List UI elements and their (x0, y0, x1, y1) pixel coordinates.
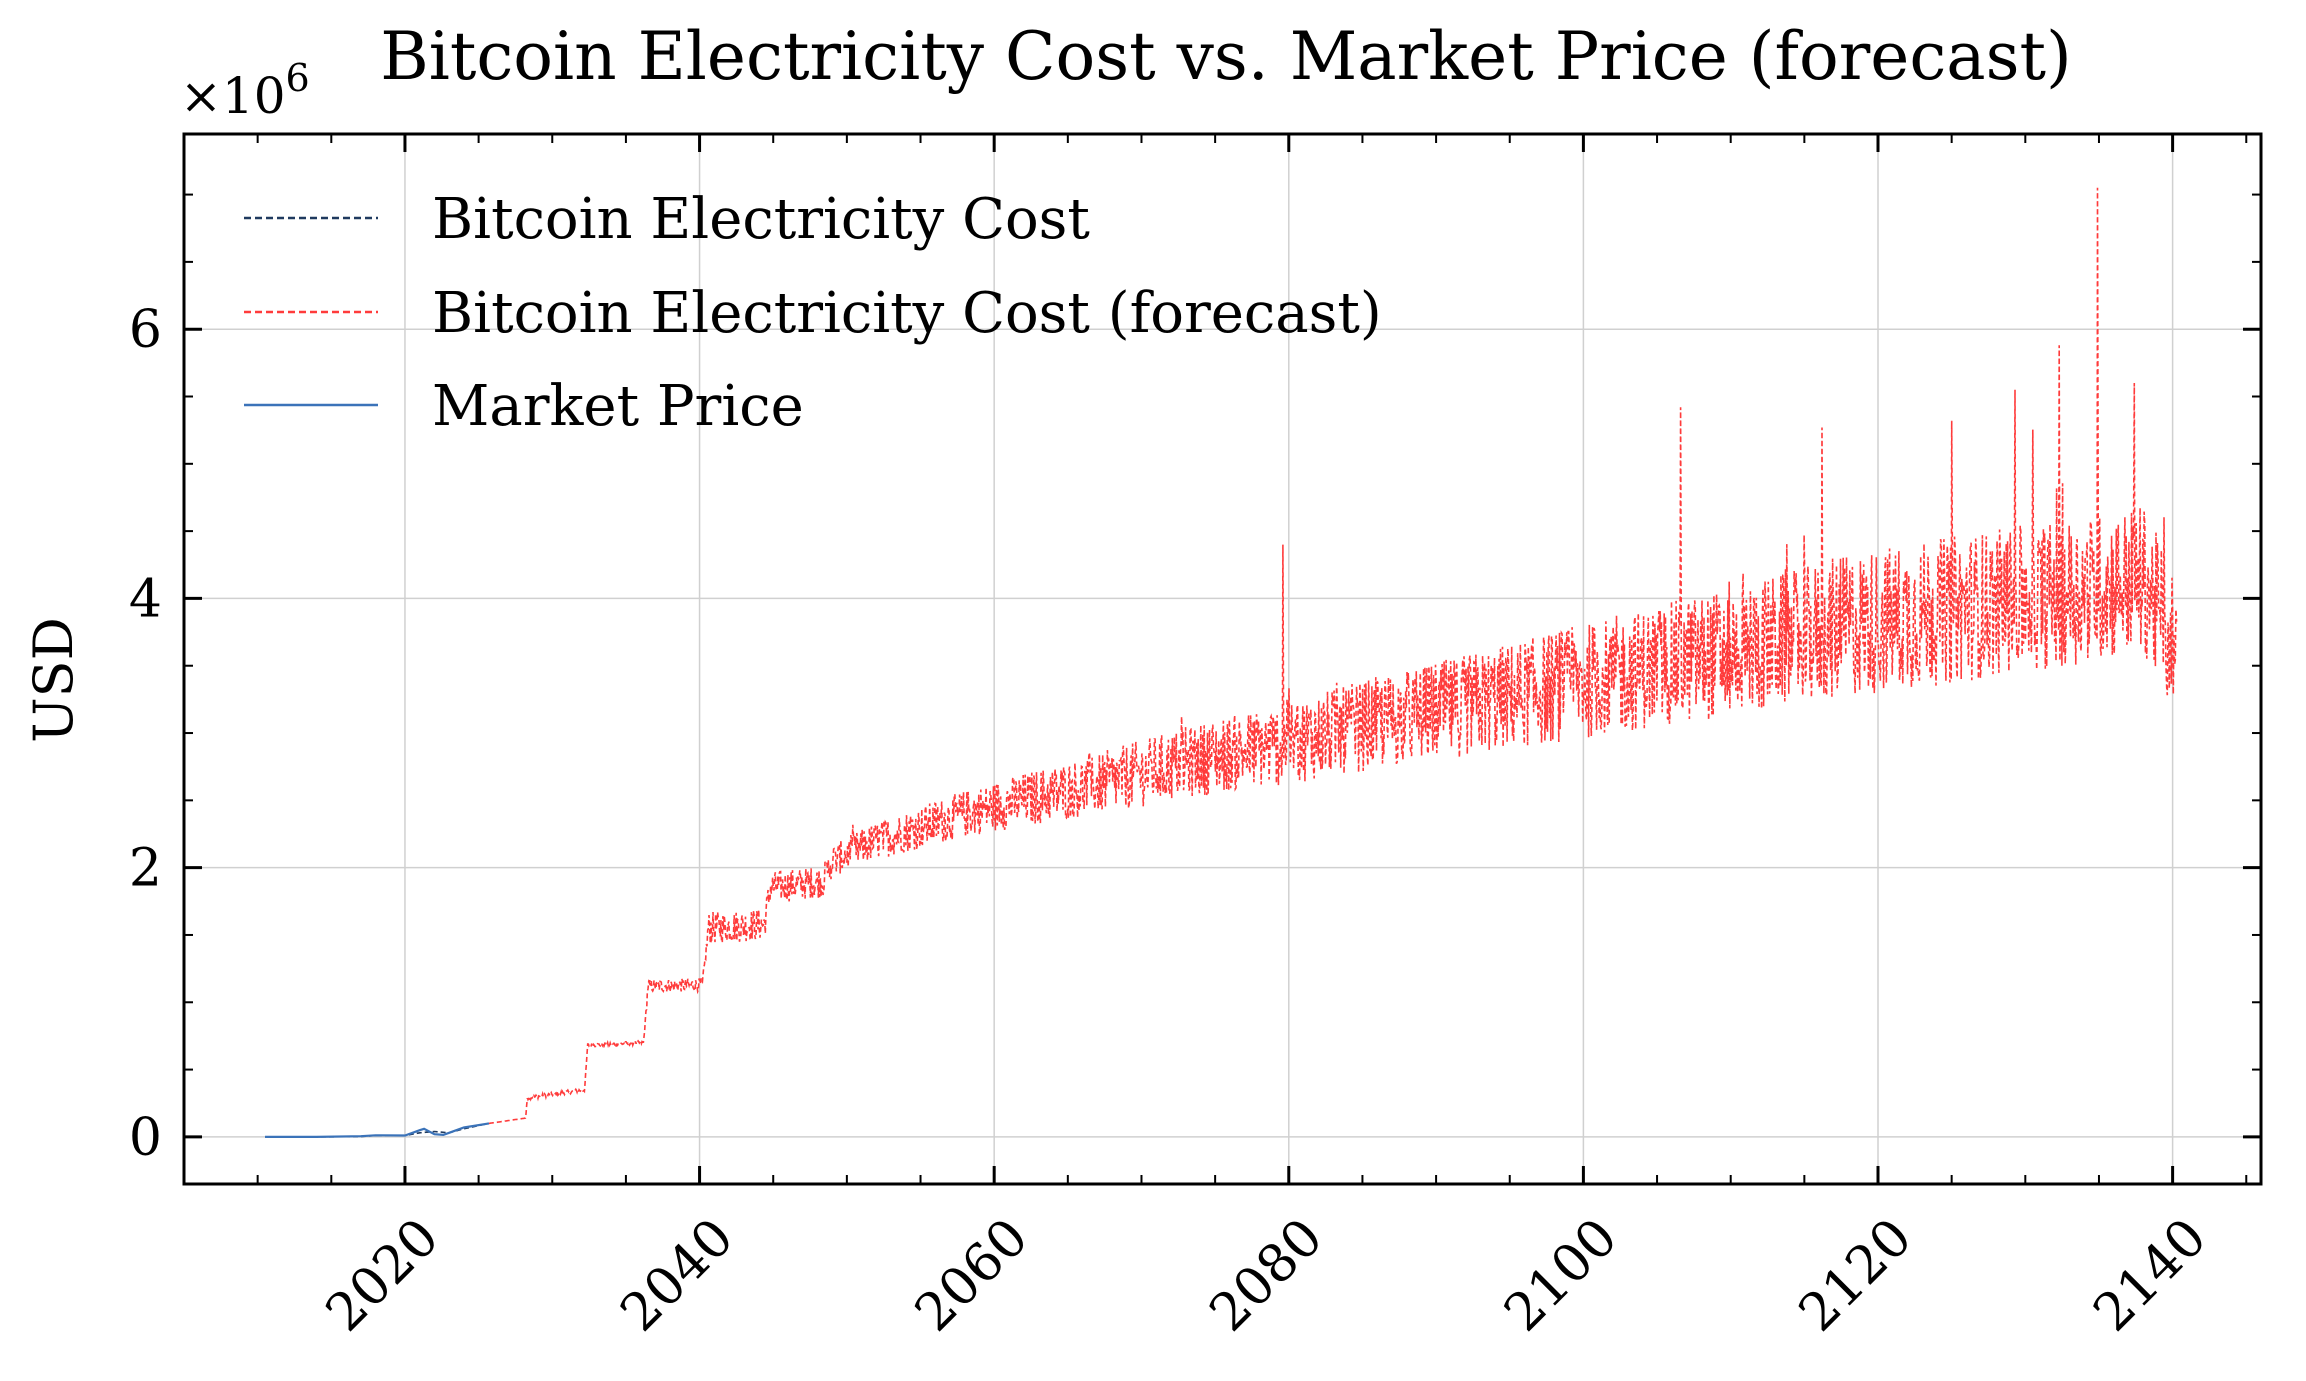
axis-ticks (183, 134, 2261, 1184)
y-tick-label: 4 (129, 569, 162, 629)
y-tick-label: 6 (129, 300, 162, 360)
y-offset-base: ×10 (180, 67, 286, 125)
electricity-cost-forecast-series (488, 187, 2178, 1125)
legend: Bitcoin Electricity Cost Bitcoin Electri… (244, 187, 1382, 439)
legend-label-market-price: Market Price (432, 374, 804, 439)
chart-title: Bitcoin Electricity Cost vs. Market Pric… (380, 18, 2072, 95)
legend-entry-market-price: Market Price (244, 374, 804, 439)
y-tick-label: 0 (129, 1108, 162, 1168)
market-price-series (265, 1122, 490, 1138)
legend-label-electricity-cost-forecast: Bitcoin Electricity Cost (forecast) (432, 281, 1382, 346)
legend-entry-electricity-cost: Bitcoin Electricity Cost (244, 187, 1090, 252)
y-offset-exponent: 6 (286, 56, 310, 100)
series-layer (265, 187, 2178, 1138)
legend-label-electricity-cost: Bitcoin Electricity Cost (432, 187, 1090, 252)
plot-frame (182, 132, 2263, 1186)
y-axis-label: USD (22, 617, 85, 743)
y-tick-label: 2 (129, 839, 162, 899)
y-offset-label: ×106 (180, 56, 310, 125)
svg-text:×106: ×106 (180, 56, 310, 125)
legend-entry-electricity-cost-forecast: Bitcoin Electricity Cost (forecast) (244, 281, 1382, 346)
